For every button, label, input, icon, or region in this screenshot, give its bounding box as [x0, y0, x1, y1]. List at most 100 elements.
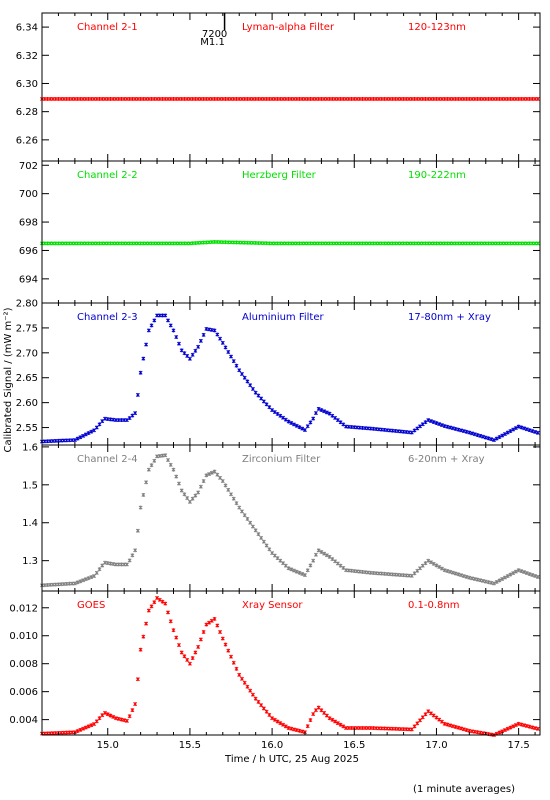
data-point [198, 484, 203, 489]
data-point [492, 581, 496, 586]
data-point [163, 453, 168, 458]
data-point [103, 710, 107, 715]
data-point [330, 717, 335, 722]
data-point [324, 713, 329, 718]
data-point [316, 548, 321, 553]
data-point [105, 712, 110, 717]
data-point [160, 599, 165, 604]
data-point [300, 426, 305, 431]
x-tick-label: 17.0 [425, 740, 447, 751]
data-point [207, 327, 212, 332]
filter-label: Xray Sensor [242, 600, 303, 611]
data-point [94, 425, 99, 430]
data-point [505, 574, 510, 578]
panel-frame [41, 160, 541, 304]
data-point [138, 647, 143, 652]
data-point [341, 565, 346, 570]
data-point [453, 571, 458, 576]
data-point [513, 723, 518, 728]
data-point [459, 726, 464, 731]
data-point [333, 719, 338, 724]
data-point [445, 569, 450, 573]
data-point [229, 354, 233, 359]
data-point [472, 577, 477, 581]
data-point [267, 713, 272, 717]
data-point [472, 729, 477, 734]
data-point [478, 730, 483, 735]
data-point [75, 729, 80, 733]
data-point [297, 425, 302, 430]
data-point [171, 628, 176, 633]
data-point [527, 428, 532, 433]
data-point [155, 596, 160, 600]
data-point [89, 575, 94, 580]
data-point [508, 429, 513, 434]
data-point [524, 724, 529, 728]
data-point [341, 724, 346, 729]
data-point [489, 580, 494, 585]
data-point [322, 710, 327, 715]
data-point [78, 579, 83, 584]
data-point [272, 717, 277, 722]
chart-panels: 6.26 6.28 6.30 6.32 6.34 Channel 2-1 Lyman-alp… [9, 12, 541, 751]
data-point [286, 419, 291, 424]
data-point [502, 728, 507, 732]
data-point [78, 435, 83, 440]
data-point [489, 437, 494, 442]
data-point [341, 422, 346, 427]
data-point [508, 572, 513, 577]
y-tick-label: 2.55 [16, 423, 38, 434]
data-point [264, 402, 269, 407]
y-tick-label: 2.70 [16, 348, 38, 359]
data-point [111, 714, 116, 719]
data-point [261, 399, 266, 404]
data-point [108, 713, 113, 718]
data-point [535, 241, 540, 246]
data-point [267, 405, 272, 410]
data-point [242, 375, 247, 380]
data-point [133, 548, 138, 553]
data-point [212, 617, 217, 621]
data-point [535, 430, 540, 435]
data-point [535, 726, 540, 731]
data-point [481, 434, 485, 439]
data-point [174, 474, 179, 479]
data-point [89, 723, 94, 728]
data-point [92, 428, 96, 433]
data-point [97, 422, 102, 427]
data-point [72, 581, 77, 586]
data-point [448, 425, 453, 430]
data-point [319, 708, 324, 713]
y-tick-label: 6.34 [16, 23, 38, 34]
data-point [253, 528, 258, 533]
data-point [157, 597, 162, 602]
data-point [223, 642, 228, 647]
data-point [100, 563, 105, 568]
y-tick-label: 6.26 [16, 135, 38, 146]
data-point [426, 418, 431, 423]
band-label: 17-80nm + Xray [408, 312, 491, 323]
data-point [166, 318, 170, 323]
data-point [338, 563, 343, 568]
data-point [305, 568, 310, 573]
data-point [324, 410, 329, 415]
data-point [423, 712, 428, 717]
y-tick-label: 0.008 [9, 659, 38, 670]
data-point [505, 430, 510, 435]
data-point [453, 426, 458, 431]
data-point [502, 432, 507, 436]
data-point [456, 427, 461, 432]
data-point [502, 575, 507, 580]
data-point [497, 730, 502, 735]
data-point [245, 516, 250, 521]
data-point [248, 520, 253, 525]
data-point [240, 509, 244, 514]
series-points [40, 313, 540, 444]
data-point [168, 619, 173, 624]
data-point [486, 580, 491, 585]
data-point [256, 532, 261, 537]
data-point [240, 372, 244, 376]
x-tick-label: 17.5 [508, 740, 530, 751]
data-point [124, 718, 129, 723]
data-point [448, 723, 453, 728]
